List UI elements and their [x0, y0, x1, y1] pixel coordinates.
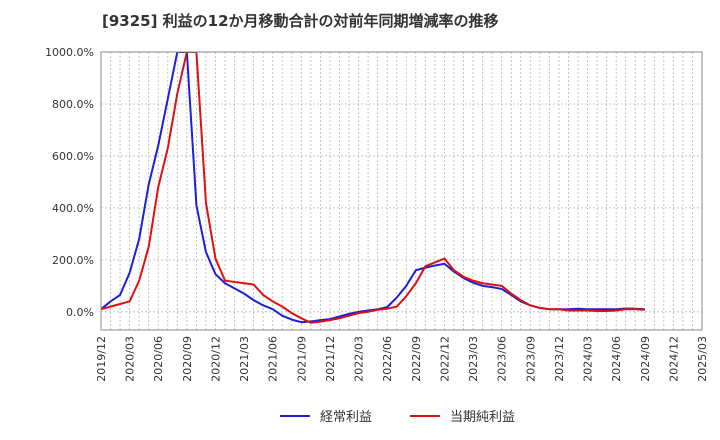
y-tick-label: 400.0%	[52, 202, 94, 215]
y-tick-label: 0.0%	[66, 306, 94, 319]
x-tick-label: 2022/12	[438, 336, 451, 382]
x-tick-label: 2023/03	[467, 336, 480, 382]
series-group	[101, 52, 645, 324]
x-tick-label: 2024/12	[667, 336, 680, 382]
x-tick-label: 2024/09	[639, 336, 652, 382]
series-line-2	[101, 52, 645, 324]
legend-label-2: 当期純利益	[450, 410, 515, 425]
x-tick-label: 2021/09	[295, 336, 308, 382]
x-tick-label: 2022/03	[353, 336, 366, 382]
x-axis-ticks: 2019/12 2020/03 2020/06 2020/09 2020/12 2021/…	[95, 336, 709, 382]
x-tick-label: 2022/06	[381, 336, 394, 382]
y-axis-ticks: 0.0% 200.0% 400.0% 600.0% 800.0% 1000.0%	[45, 46, 94, 319]
legend-label-1: 経常利益	[320, 410, 372, 425]
x-tick-label: 2021/03	[238, 336, 251, 382]
x-tick-label: 2019/12	[95, 336, 108, 382]
y-tick-label: 1000.0%	[45, 46, 94, 59]
x-tick-label: 2020/09	[181, 336, 194, 382]
series-line-1	[101, 52, 645, 324]
x-tick-label: 2021/06	[267, 336, 280, 382]
y-tick-label: 200.0%	[52, 254, 94, 267]
grid	[100, 51, 703, 330]
plot-frame	[100, 51, 703, 331]
x-tick-label: 2020/12	[209, 336, 222, 382]
legend: 経常利益 当期純利益	[280, 410, 515, 425]
x-tick-label: 2024/06	[610, 336, 623, 382]
x-tick-label: 2023/06	[496, 336, 509, 382]
y-tick-label: 800.0%	[52, 98, 94, 111]
x-tick-label: 2021/12	[324, 336, 337, 382]
x-tick-label: 2023/09	[524, 336, 537, 382]
x-tick-label: 2020/03	[124, 336, 137, 382]
x-tick-label: 2024/03	[582, 336, 595, 382]
chart-title: [9325] 利益の12か月移動合計の対前年同期増減率の推移	[102, 12, 499, 30]
x-tick-label: 2023/12	[553, 336, 566, 382]
x-tick-label: 2025/03	[696, 336, 709, 382]
y-tick-label: 600.0%	[52, 150, 94, 163]
x-tick-label: 2022/09	[410, 336, 423, 382]
x-tick-label: 2020/06	[152, 336, 165, 382]
